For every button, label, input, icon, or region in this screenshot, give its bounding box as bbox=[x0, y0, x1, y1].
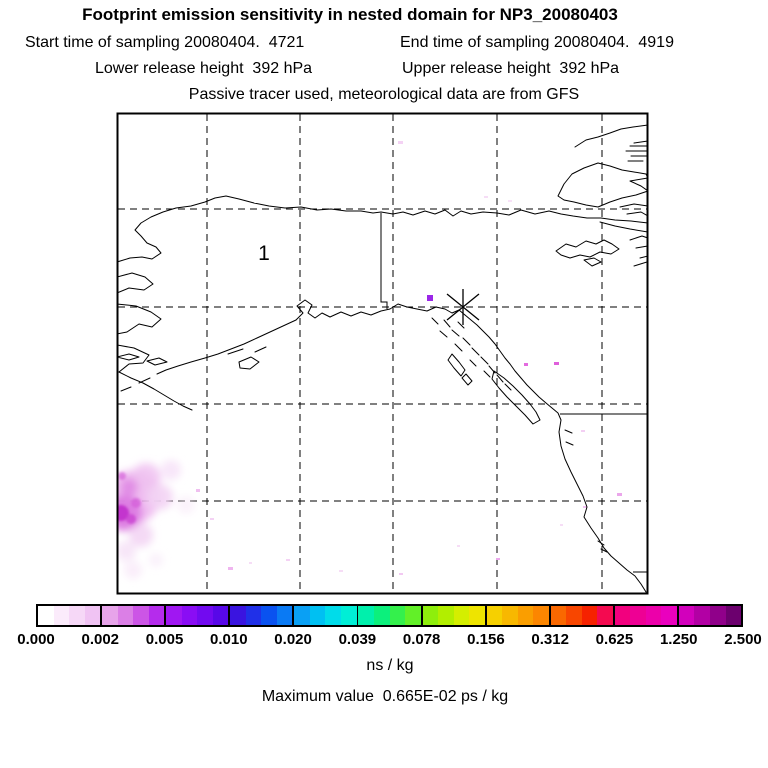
colorbar-cell bbox=[405, 606, 421, 625]
colorbar-cell bbox=[533, 606, 549, 625]
upper-release-label: Upper release height 392 hPa bbox=[402, 60, 620, 77]
colorbar-ticks: 0.000 0.002 0.005 0.010 0.020 0.039 0.078 0.156… bbox=[0, 631, 768, 651]
tracer-note-label: Passive tracer used, meteorological data… bbox=[188, 86, 580, 103]
scattered-footprint-cells bbox=[196, 141, 622, 575]
colorbar-cell bbox=[422, 606, 439, 625]
colorbar-cell bbox=[710, 606, 726, 625]
colorbar-cell bbox=[84, 606, 101, 625]
colorbar-cell bbox=[550, 606, 567, 625]
colorbar-cell bbox=[678, 606, 695, 625]
colorbar-cell bbox=[517, 606, 534, 625]
colorbar-tick-label: 0.039 bbox=[338, 631, 377, 648]
colorbar-cell bbox=[389, 606, 406, 625]
figure-title: Footprint emission sensitivity in nested… bbox=[82, 5, 618, 24]
max-value-label: Maximum value 0.665E-02 ps / kg bbox=[261, 688, 509, 705]
colorbar-tick-label: 1.250 bbox=[659, 631, 698, 648]
colorbar-cell bbox=[340, 606, 357, 625]
map-frame bbox=[116, 112, 649, 595]
colorbar-cell bbox=[166, 606, 182, 625]
end-time-label: End time of sampling 20080404. 4919 bbox=[400, 34, 674, 51]
colorbar-segment bbox=[486, 606, 551, 625]
colorbar-cell bbox=[245, 606, 262, 625]
colorbar-segment bbox=[358, 606, 423, 625]
release-location-asterisk-icon bbox=[446, 289, 480, 325]
colorbar-cell bbox=[230, 606, 246, 625]
colorbar-cell bbox=[325, 606, 341, 625]
colorbar-segment bbox=[38, 606, 103, 625]
colorbar-cell bbox=[597, 606, 613, 625]
colorbar-cell bbox=[566, 606, 582, 625]
start-time-label: Start time of sampling 20080404. 4721 bbox=[25, 34, 305, 51]
colorbar-cell bbox=[102, 606, 118, 625]
colorbar-tick-label: 0.000 bbox=[17, 631, 55, 648]
nested-domain-label: 1 bbox=[258, 242, 270, 265]
colorbar-cell bbox=[469, 606, 485, 625]
colorbar-cell bbox=[117, 606, 134, 625]
colorbar-cell bbox=[261, 606, 277, 625]
colorbar-cell bbox=[38, 606, 54, 625]
colorbar-cell bbox=[438, 606, 454, 625]
colorbar-cell bbox=[181, 606, 198, 625]
colorbar-cell bbox=[197, 606, 213, 625]
colorbar-cell bbox=[502, 606, 518, 625]
colorbar bbox=[36, 604, 743, 627]
colorbar-cell bbox=[614, 606, 631, 625]
colorbar-tick-label: 0.010 bbox=[210, 631, 248, 648]
colorbar-cell bbox=[53, 606, 70, 625]
colorbar-cell bbox=[581, 606, 598, 625]
colorbar-cell bbox=[358, 606, 374, 625]
colorbar-cell bbox=[294, 606, 310, 625]
colorbar-segment bbox=[294, 606, 359, 625]
colorbar-cell bbox=[374, 606, 390, 625]
footprint-plume bbox=[118, 460, 195, 579]
colorbar-tick-label: 0.078 bbox=[402, 631, 441, 648]
high-sensitivity-cell bbox=[427, 295, 433, 301]
colorbar-tick-label: 0.156 bbox=[467, 631, 505, 648]
colorbar-cell bbox=[309, 606, 326, 625]
graticule-gridlines bbox=[118, 114, 647, 593]
colorbar-cell bbox=[133, 606, 149, 625]
colorbar-tick-label: 2.500 bbox=[724, 631, 762, 648]
colorbar-segment bbox=[422, 606, 487, 625]
colorbar-cell bbox=[453, 606, 470, 625]
colorbar-segment bbox=[102, 606, 167, 625]
political-borders bbox=[380, 213, 647, 573]
colorbar-cell bbox=[212, 606, 229, 625]
colorbar-tick-label: 0.625 bbox=[595, 631, 634, 648]
colorbar-cell bbox=[276, 606, 293, 625]
colorbar-tick-label: 0.020 bbox=[274, 631, 312, 648]
colorbar-cell bbox=[486, 606, 503, 625]
colorbar-cell bbox=[661, 606, 677, 625]
lower-release-label: Lower release height 392 hPa bbox=[95, 60, 313, 77]
colorbar-tick-label: 0.312 bbox=[531, 631, 569, 648]
colorbar-cell bbox=[725, 606, 742, 625]
colorbar-cell bbox=[69, 606, 85, 625]
colorbar-segment bbox=[614, 606, 679, 625]
colorbar-cell bbox=[630, 606, 646, 625]
colorbar-cell bbox=[694, 606, 710, 625]
colorbar-segment bbox=[678, 606, 742, 625]
colorbar-segment bbox=[166, 606, 231, 625]
colorbar-units-label: ns / kg bbox=[366, 657, 414, 674]
colorbar-cell bbox=[645, 606, 662, 625]
coastlines bbox=[118, 124, 647, 593]
colorbar-tick-label: 0.002 bbox=[81, 631, 120, 648]
colorbar-segment bbox=[230, 606, 295, 625]
colorbar-segment bbox=[550, 606, 615, 625]
colorbar-cell bbox=[148, 606, 165, 625]
colorbar-tick-label: 0.005 bbox=[145, 631, 184, 648]
